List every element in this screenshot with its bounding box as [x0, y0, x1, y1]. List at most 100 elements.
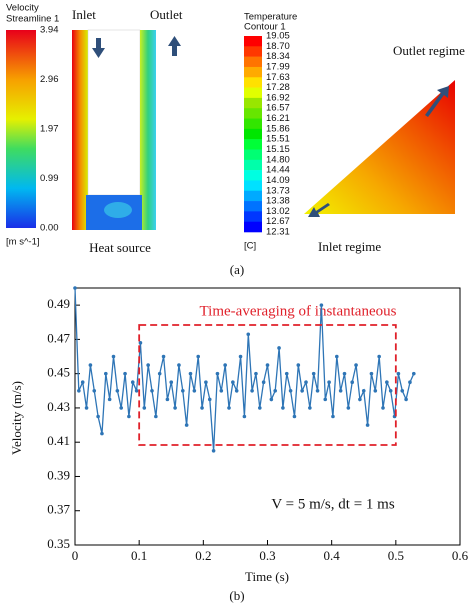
data-point	[150, 389, 154, 393]
data-point	[361, 389, 366, 393]
data-point	[181, 389, 185, 393]
colorbar-band	[244, 77, 262, 88]
data-point	[400, 389, 405, 393]
data-point	[354, 363, 358, 367]
inlet-label: Inlet	[72, 7, 96, 22]
data-point	[100, 431, 104, 436]
colorbar-band	[244, 201, 262, 212]
colorbar-band	[244, 128, 262, 140]
colorbar-tick-label: 18.34	[266, 51, 290, 62]
data-point	[350, 380, 355, 385]
colorbar-tick-label: 12.31	[266, 227, 290, 238]
colorbar-units: [C]	[244, 241, 256, 252]
data-point	[365, 423, 370, 427]
data-point	[377, 354, 381, 359]
x-tick-label: 0.1	[131, 548, 147, 563]
data-point	[242, 414, 247, 419]
note: V = 5 m/s, dt = 1 ms	[271, 496, 394, 512]
outlet-arrow	[425, 86, 449, 117]
colorbar-tick-label: 17.63	[266, 72, 290, 83]
data-point	[238, 354, 243, 359]
data-point	[223, 363, 227, 367]
data-point	[134, 389, 139, 393]
colorbar-band	[244, 118, 262, 130]
flow-swirl	[104, 202, 132, 218]
data-point	[269, 397, 274, 402]
inlet-arrow	[92, 38, 105, 58]
colorbar-tick-label: 17.28	[266, 82, 290, 93]
data-point	[273, 389, 278, 393]
data-point	[92, 389, 97, 393]
data-point	[319, 303, 324, 307]
data-point	[84, 406, 89, 410]
tube-gap	[87, 29, 141, 196]
colorbar-tick-label: 2.96	[40, 74, 59, 85]
x-tick-label: 0.5	[388, 548, 404, 563]
colorbar-band	[244, 170, 262, 181]
colorbar-band	[244, 87, 262, 99]
data-point	[161, 354, 166, 359]
data-point	[123, 371, 127, 376]
colorbar-tick-label: 14.44	[266, 165, 290, 176]
data-point	[346, 406, 351, 410]
colorbar-tick-label: 13.73	[266, 185, 290, 196]
data-point	[308, 406, 312, 410]
panel-label: (a)	[230, 262, 244, 277]
data-point	[165, 397, 170, 402]
data-point	[304, 380, 308, 385]
y-tick-label: 0.49	[47, 296, 70, 311]
data-point	[396, 371, 401, 376]
data-point	[88, 363, 93, 367]
colorbar-subtitle: Streamline 1	[6, 14, 59, 25]
data-point	[127, 414, 131, 419]
data-point	[404, 397, 408, 402]
y-tick-label: 0.43	[47, 399, 70, 414]
colorbar-tick-label: 0.99	[40, 173, 59, 184]
triangle-domain	[304, 80, 455, 214]
inlet-arm	[72, 30, 88, 230]
data-point	[173, 406, 177, 410]
data-point	[331, 414, 335, 419]
data-point	[277, 346, 281, 350]
x-tick-label: 0.3	[259, 548, 275, 563]
data-point	[169, 380, 174, 385]
colorbar-tick-label: 16.21	[266, 113, 290, 124]
colorbar-tick-label: 15.86	[266, 123, 290, 134]
colorbar-band	[244, 56, 262, 68]
x-tick-label: 0.6	[452, 548, 469, 563]
data-point	[335, 354, 339, 359]
data-point	[130, 380, 135, 385]
data-point	[246, 332, 251, 337]
inlet-arrow	[308, 203, 330, 217]
data-point	[292, 414, 297, 419]
velocity-colorbar	[6, 30, 36, 228]
data-point	[265, 363, 270, 367]
data-point	[119, 406, 123, 410]
panel-b: Time-averaging of instantaneous V = 5 m/…	[9, 286, 469, 603]
outlet-arrow	[168, 36, 181, 56]
y-tick-label: 0.39	[47, 467, 70, 482]
data-point	[388, 389, 393, 393]
y-tick-label: 0.41	[47, 433, 70, 448]
data-point	[96, 414, 100, 419]
data-point	[327, 380, 331, 385]
colorbar-tick-label: 1.97	[40, 124, 59, 135]
colorbar-tick-label: 16.92	[266, 92, 290, 103]
colorbar-band	[244, 139, 262, 150]
colorbar-title: Velocity	[6, 3, 39, 14]
data-point	[73, 286, 77, 290]
data-point	[211, 448, 216, 453]
data-point	[80, 380, 85, 385]
data-point	[381, 406, 385, 410]
data-point	[315, 389, 320, 393]
panel-label: (b)	[229, 588, 244, 603]
data-point	[342, 371, 347, 376]
data-point	[219, 389, 224, 393]
colorbar-tick-label: 15.15	[266, 144, 290, 155]
y-tick-label: 0.45	[47, 365, 70, 380]
x-axis-label: Time (s)	[245, 569, 289, 584]
colorbar-tick-label: 13.38	[266, 196, 290, 207]
colorbar-title: Temperature	[244, 12, 297, 23]
outlet-label: Outlet	[150, 7, 183, 22]
y-axis-label: Velocity (m/s)	[9, 381, 24, 455]
